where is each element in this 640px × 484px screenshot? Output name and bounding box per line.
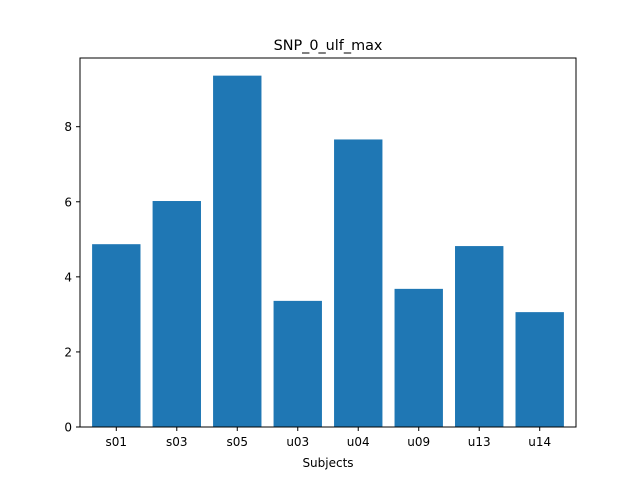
y-tick-label: 6 [64,195,72,209]
x-tick-label: u13 [468,435,491,449]
bar-u14 [515,312,564,427]
x-tick-label: u03 [286,435,309,449]
x-tick-label: u09 [407,435,430,449]
bar-s01 [92,244,141,427]
y-tick-label: 0 [64,421,72,435]
x-tick-label: u14 [528,435,551,449]
bar-u04 [334,139,383,427]
x-axis: s01 s03 s05 u03 u04 u09 u13 u14 [106,427,551,449]
bar-u13 [455,246,504,427]
x-tick-label: s01 [106,435,128,449]
y-tick-label: 4 [64,270,72,284]
y-tick-label: 2 [64,345,72,359]
x-tick-label: s05 [227,435,249,449]
y-axis: 0 2 4 6 8 [64,120,80,435]
bar-u03 [273,300,322,427]
bar-s03 [152,201,201,427]
chart-title: SNP_0_ulf_max [274,38,383,54]
bar-u09 [394,288,443,427]
plot-frame [79,57,577,428]
x-tick-label: s03 [166,435,188,449]
bar-s05 [213,75,262,427]
bars-group [92,75,564,427]
x-tick-label: u04 [347,435,370,449]
x-axis-label: Subjects [302,456,353,470]
y-tick-label: 8 [64,120,72,134]
